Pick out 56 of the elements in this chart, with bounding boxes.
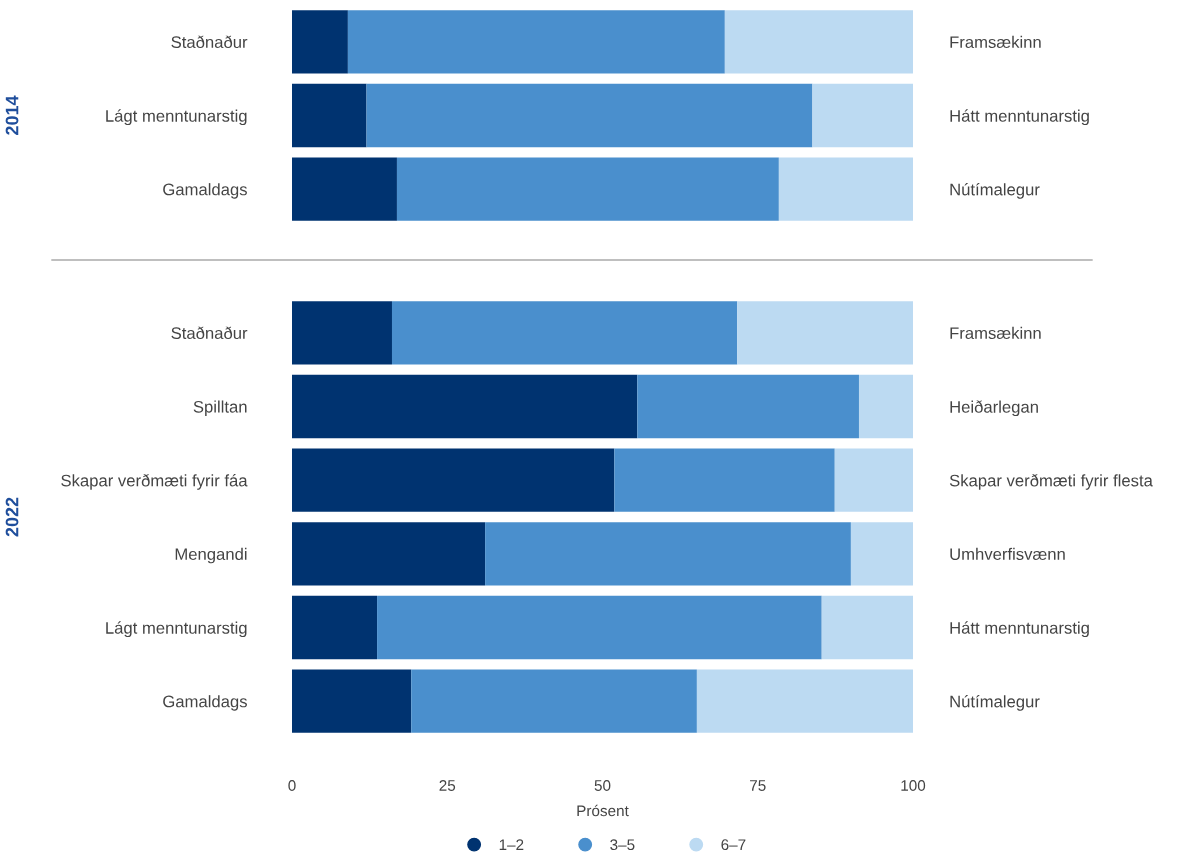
y-tick-label: Spilltan <box>193 400 247 416</box>
bar <box>292 522 486 586</box>
bar <box>391 301 738 365</box>
bar <box>396 157 779 221</box>
y2-tick-label: Heiðarlegan <box>950 400 1038 417</box>
bar <box>858 374 913 439</box>
bar <box>834 448 913 512</box>
bar <box>778 157 913 221</box>
x-tick-label: 50 <box>594 780 611 791</box>
bar <box>366 83 813 148</box>
y2-tick-label: Framsækinn <box>950 326 1041 340</box>
x-axis-title: Prósent <box>577 804 629 817</box>
bar <box>377 595 822 660</box>
bar <box>812 83 913 148</box>
legend-label: 3–5 <box>610 839 635 851</box>
y2-tick-label: Framsækinn <box>950 35 1041 49</box>
x-tick-label: 100 <box>901 780 926 791</box>
bar <box>614 448 835 512</box>
bar <box>637 374 859 439</box>
x-tick-label: 0 <box>288 780 296 791</box>
legend-label: 1–2 <box>499 839 524 850</box>
y2-tick-label: Hátt menntunarstig <box>950 109 1089 126</box>
y-tick-label: Staðnaður <box>171 35 248 49</box>
bar <box>292 10 348 74</box>
y2-tick-label: Skapar verðmæti fyrir flesta <box>949 474 1153 490</box>
y-tick-label: Mengandi <box>175 547 247 564</box>
x-tick-label: 25 <box>439 780 456 791</box>
bar <box>292 374 638 439</box>
bar <box>821 595 913 660</box>
y-tick-label: Gamaldags <box>163 695 247 711</box>
bar <box>724 10 913 74</box>
y-tick-label: Lágt menntunarstig <box>106 621 247 638</box>
bar <box>696 669 913 733</box>
bar <box>292 301 392 365</box>
legend-label: 6–7 <box>721 839 746 851</box>
bar <box>292 157 397 221</box>
y-tick-label: Staðnaður <box>171 326 248 340</box>
bar <box>292 595 378 660</box>
y-tick-label: Lágt menntunarstig <box>106 109 247 126</box>
bar <box>850 522 913 586</box>
bar <box>737 301 913 365</box>
y2-tick-label: Umhverfisvænn <box>950 547 1065 561</box>
y-axis-title: 2022 <box>5 497 19 537</box>
bar <box>347 10 725 74</box>
y-axis-title: 2014 <box>5 95 19 135</box>
y2-tick-label: Nútímalegur <box>950 695 1040 711</box>
bar <box>411 669 697 733</box>
bar <box>485 522 851 586</box>
x-tick-label: 75 <box>750 780 766 791</box>
y-tick-label: Skapar verðmæti fyrir fáa <box>61 474 248 490</box>
bar <box>292 83 367 148</box>
bar <box>292 669 412 733</box>
bar <box>292 448 615 512</box>
y-tick-label: Gamaldags <box>163 183 247 199</box>
y2-tick-label: Nútímalegur <box>950 183 1040 199</box>
y2-tick-label: Hátt menntunarstig <box>950 621 1089 638</box>
